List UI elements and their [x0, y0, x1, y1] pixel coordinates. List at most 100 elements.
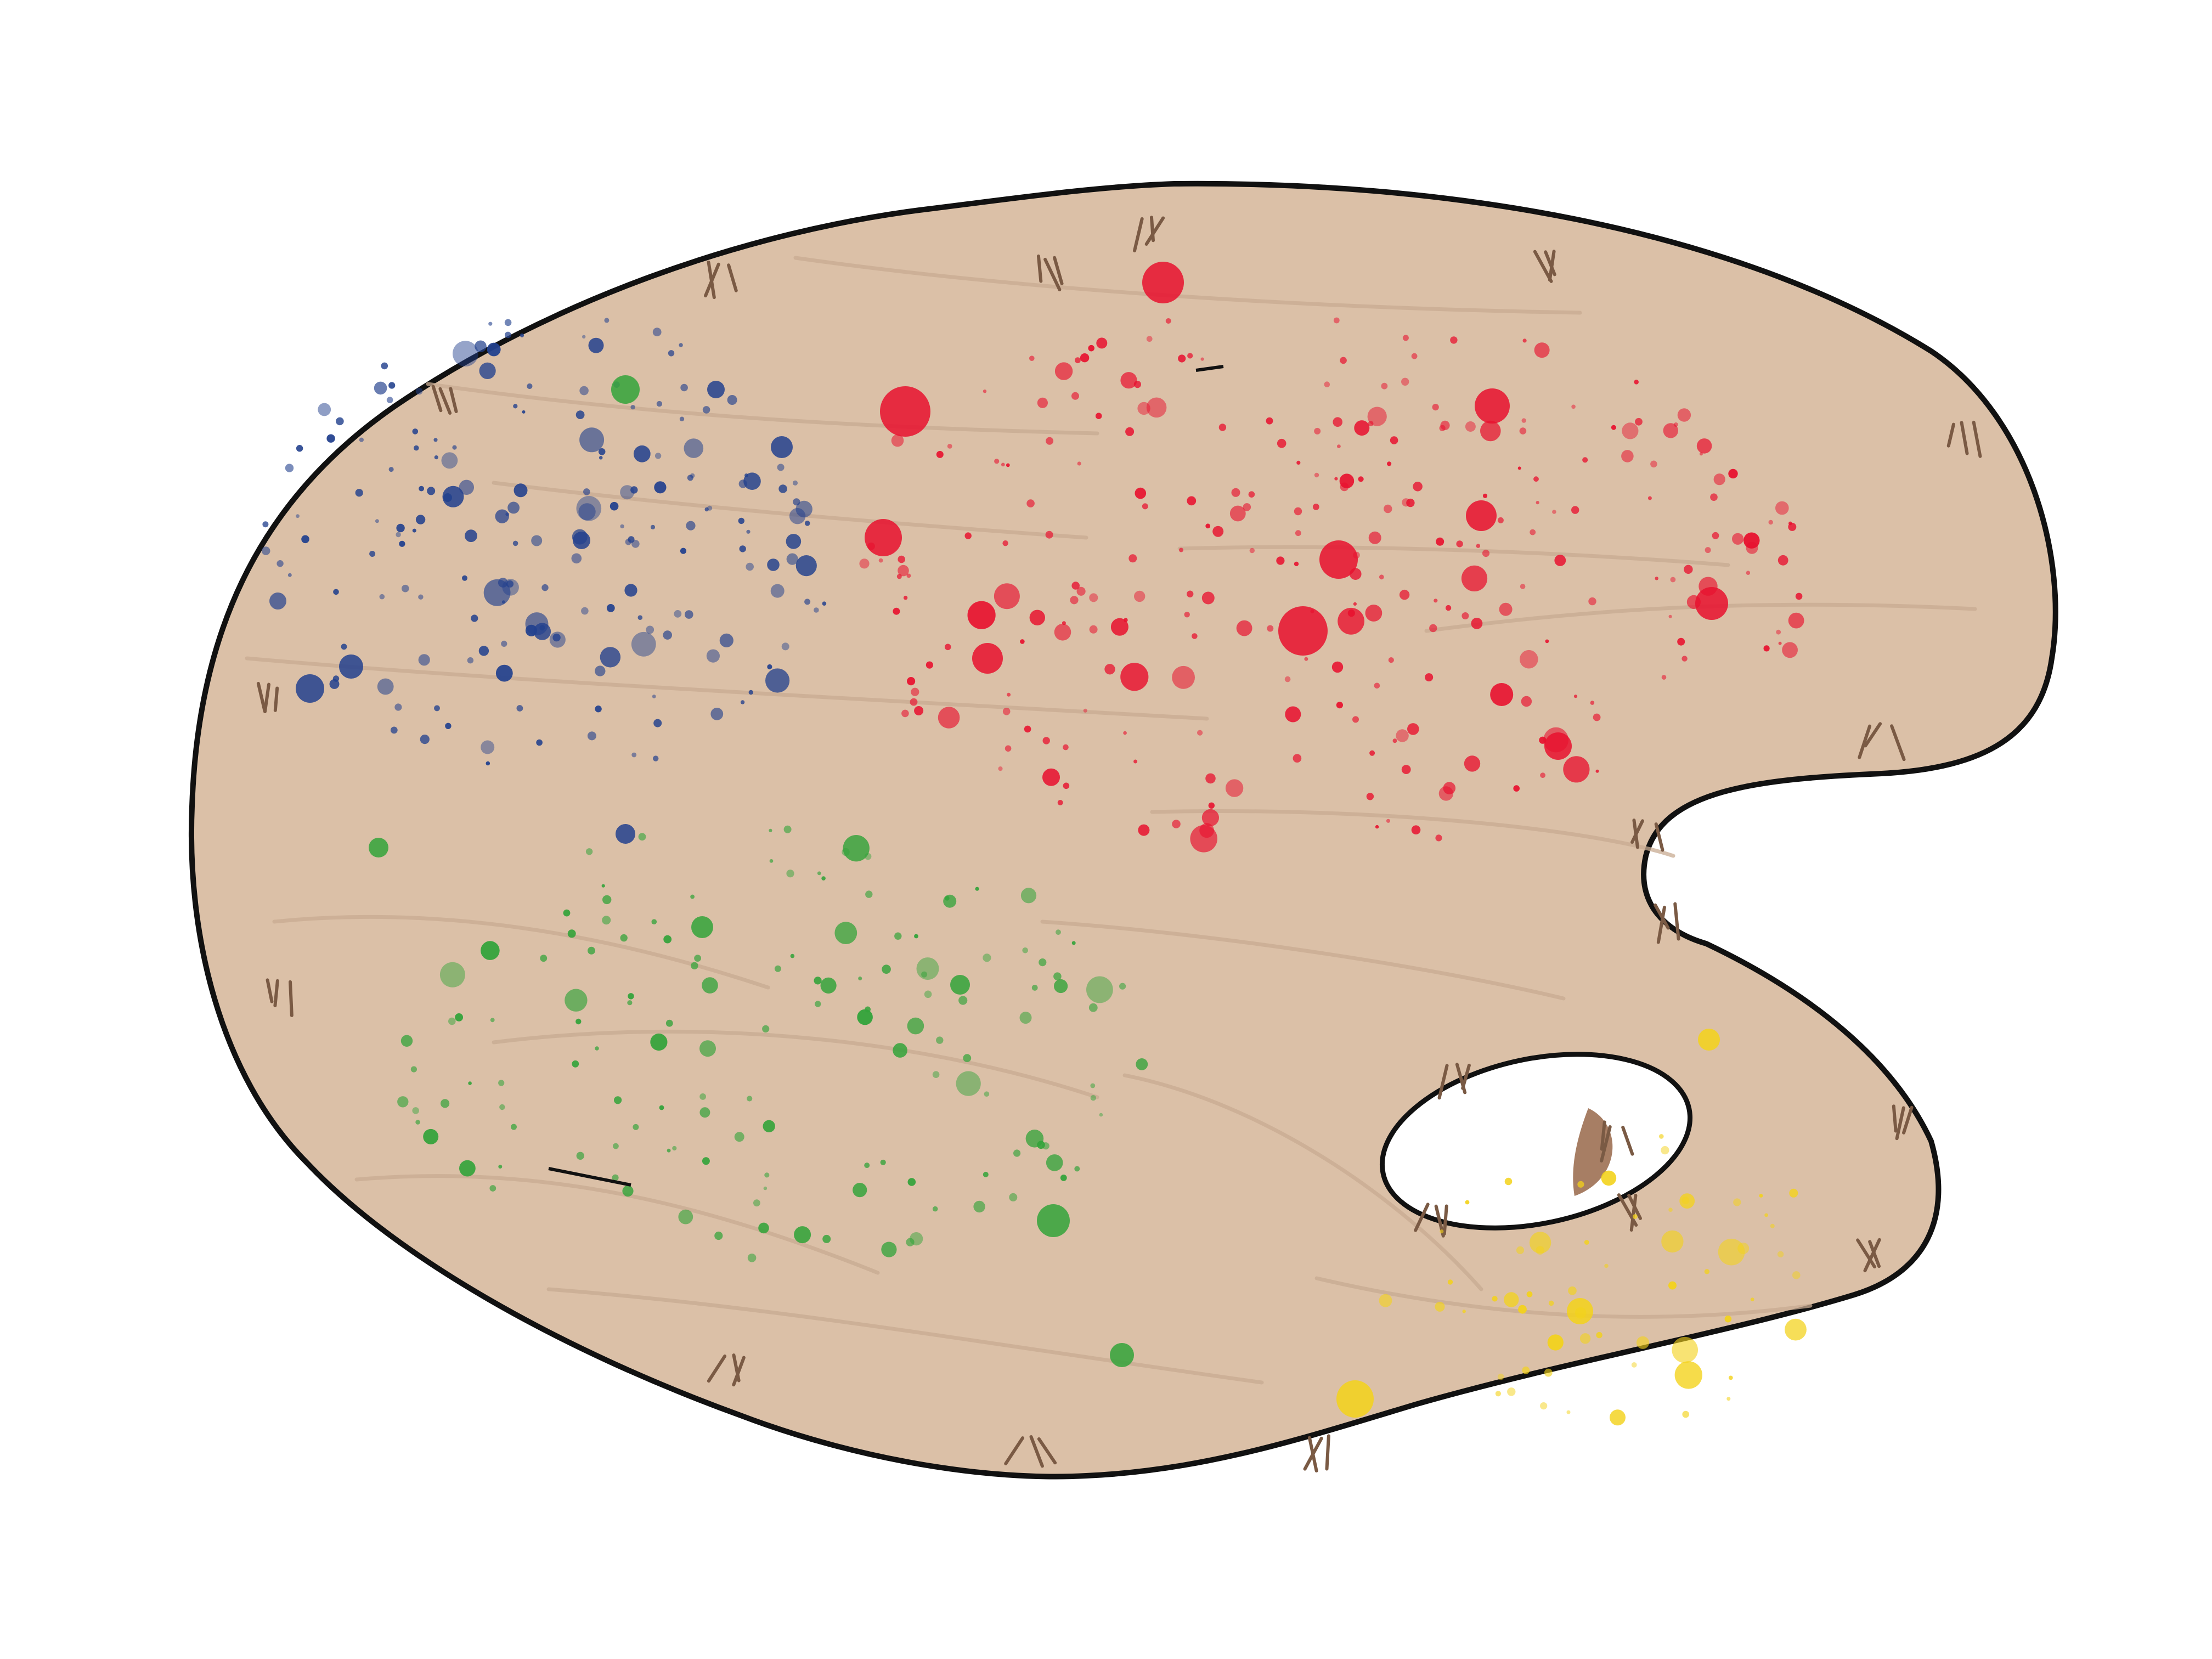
green-paint-drop: [412, 1107, 419, 1114]
blue-paint-drop: [795, 555, 817, 577]
hatch-stroke: [1629, 1194, 1638, 1232]
blue-paint-drop: [262, 521, 269, 528]
yellow-paint-drop: [1661, 1230, 1684, 1253]
red-paint-drop: [898, 565, 909, 577]
blue-paint-drop: [630, 405, 635, 410]
red-paint-drop: [1440, 420, 1450, 431]
yellow-paint-blob: [1336, 1380, 1374, 1418]
blue-paint-drop: [516, 705, 523, 712]
hatch-stroke: [1437, 1064, 1449, 1100]
red-paint-drop: [1778, 641, 1782, 645]
green-paint-drop: [820, 977, 837, 994]
red-paint-drop: [1076, 586, 1086, 596]
red-paint-drop: [1057, 800, 1063, 805]
red-paint-drop: [1677, 408, 1691, 422]
blue-paint-drop: [583, 488, 590, 495]
blue-paint-drop: [792, 480, 798, 486]
hatch-stroke: [1960, 421, 1969, 455]
hatch-stroke: [1946, 422, 1955, 448]
red-paint-drop: [1381, 382, 1388, 390]
blue-paint-drop: [767, 664, 772, 670]
yellow-paint-drop: [1596, 1331, 1602, 1339]
red-paint-drop: [1436, 537, 1444, 546]
blue-paint-drop: [471, 614, 478, 622]
green-paint-drop: [753, 1199, 760, 1207]
red-paint-drop: [1007, 692, 1011, 697]
red-paint-drop: [1677, 637, 1685, 646]
green-paint-drop: [921, 971, 928, 978]
red-paint-drop: [1125, 427, 1135, 436]
blue-paint-drop: [687, 475, 693, 481]
blue-paint-drop: [710, 708, 724, 720]
green-paint-drop: [882, 964, 891, 974]
blue-paint-drop: [514, 483, 528, 498]
red-paint-drop: [1331, 661, 1344, 673]
red-paint-drop: [1434, 599, 1438, 603]
red-paint-drop: [1368, 421, 1374, 426]
green-paint-drop: [665, 1019, 673, 1027]
blue-paint-drop: [582, 335, 586, 338]
blue-paint-drop: [507, 501, 520, 514]
blue-paint-drop: [604, 318, 610, 323]
green-paint-drop: [769, 859, 774, 863]
yellow-paint-drop: [1526, 1291, 1533, 1297]
red-paint-blob: [972, 643, 1003, 674]
blue-paint-drop: [520, 333, 524, 337]
red-paint-drop: [1133, 759, 1138, 764]
red-paint-drop: [1187, 496, 1197, 506]
red-paint-drop: [1236, 620, 1252, 636]
red-paint-blob: [1695, 587, 1728, 620]
blue-paint-blob: [573, 532, 590, 549]
red-paint-drop: [1071, 392, 1079, 400]
red-paint-drop: [1530, 529, 1536, 535]
green-paint-drop: [498, 1165, 503, 1169]
hatch-stroke: [1544, 250, 1556, 276]
green-paint-drop: [691, 962, 698, 970]
red-paint-drop: [1135, 487, 1147, 499]
blue-paint-drop: [679, 343, 683, 347]
green-paint-drop: [842, 848, 850, 856]
blue-paint-drop: [501, 640, 507, 647]
green-paint-drop: [1053, 972, 1062, 980]
red-paint-drop: [1379, 574, 1384, 580]
blue-paint-drop: [652, 695, 656, 698]
red-paint-drop: [1650, 460, 1657, 468]
green-paint-drop: [881, 1242, 897, 1257]
green-paint-drop: [1090, 1083, 1096, 1088]
blue-paint-drop: [786, 553, 798, 565]
red-paint-drop: [1133, 381, 1141, 388]
red-paint-drop: [1365, 605, 1383, 622]
yellow-paint-drop: [1584, 1240, 1589, 1245]
green-paint-drop: [907, 1178, 916, 1186]
red-paint-drop: [1429, 624, 1437, 633]
red-paint-drop: [1482, 549, 1490, 557]
blue-paint-drop: [465, 529, 477, 543]
blue-paint-drop: [631, 631, 656, 657]
blue-paint-drop: [420, 735, 430, 744]
green-paint-drop: [678, 1209, 693, 1224]
green-paint-drop: [699, 1040, 716, 1057]
green-paint-drop: [1074, 1166, 1080, 1172]
yellow-paint-drop: [1789, 1188, 1798, 1198]
red-paint-drop: [1212, 526, 1224, 537]
blue-paint-drop: [663, 630, 672, 640]
yellow-paint-drop: [1568, 1286, 1577, 1295]
blue-paint-drop: [595, 706, 602, 713]
green-paint-drop: [1060, 1175, 1067, 1181]
blue-paint-drop: [427, 487, 436, 495]
red-paint-drop: [1029, 356, 1035, 361]
blue-paint-drop: [674, 610, 682, 618]
blue-paint-drop: [396, 532, 401, 538]
red-paint-drop: [1312, 504, 1319, 510]
blue-paint-drop: [702, 406, 710, 414]
red-paint-drop: [1746, 541, 1758, 554]
green-paint-drop: [1042, 1142, 1049, 1150]
red-paint-drop: [1402, 335, 1409, 341]
red-paint-drop: [1070, 596, 1079, 605]
red-paint-drop: [1284, 676, 1291, 682]
red-paint-drop: [1445, 605, 1452, 611]
blue-paint-drop: [512, 540, 518, 546]
hatch-stroke: [1053, 256, 1064, 285]
green-paint-drop: [498, 1080, 505, 1086]
green-paint-drop: [694, 955, 701, 962]
